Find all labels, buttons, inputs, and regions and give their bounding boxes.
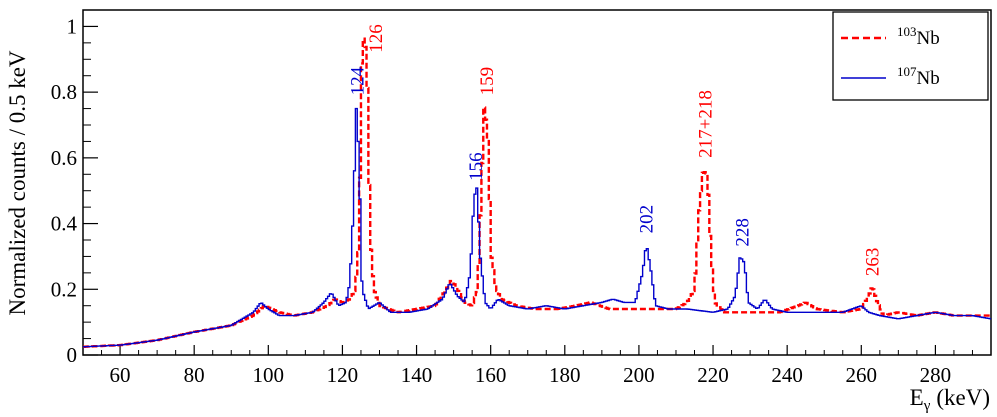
legend: 103Nb 107Nb <box>832 11 989 101</box>
x-tick-label-200: 200 <box>623 363 655 387</box>
y-axis-ticks: 0 0.2 0.4 0.6 0.8 1 <box>51 14 98 367</box>
x-tick-label-160: 160 <box>475 363 507 387</box>
peak-label-159: 159 <box>477 67 498 96</box>
series-107nb <box>83 107 991 348</box>
y-axis-title: Normalized counts / 0.5 keV <box>5 50 30 315</box>
legend-label-107nb: 107Nb <box>897 64 940 89</box>
x-axis-title-sub: γ <box>923 398 931 414</box>
y-tick-label-1: 0.2 <box>51 277 77 301</box>
peak-label-217-218: 217+218 <box>696 90 717 158</box>
peak-annotations: 124 126 156 159 202 217+218 228 263 <box>347 24 883 276</box>
legend-label-103nb-element: Nb <box>917 28 940 49</box>
x-axis-ticks: 60 80 100 120 140 160 180 200 220 240 260 280 <box>101 345 973 387</box>
x-tick-label-220: 220 <box>697 363 729 387</box>
y-tick-label-0: 0 <box>67 343 78 367</box>
peak-label-228: 228 <box>733 218 754 247</box>
y-tick-label-2: 0.4 <box>51 212 78 236</box>
peak-label-124: 124 <box>347 66 368 95</box>
peak-label-263: 263 <box>862 248 883 277</box>
x-tick-label-280: 280 <box>920 363 952 387</box>
legend-box <box>832 11 989 101</box>
x-tick-label-140: 140 <box>401 363 433 387</box>
legend-label-107nb-element: Nb <box>917 68 940 89</box>
legend-label-107nb-mass: 107 <box>897 64 917 79</box>
series-layer <box>83 37 991 348</box>
peak-label-156: 156 <box>466 152 487 181</box>
x-tick-label-80: 80 <box>184 363 205 387</box>
legend-label-103nb: 103Nb <box>897 24 940 49</box>
x-tick-label-240: 240 <box>771 363 803 387</box>
x-axis-title: Eγ (keV) <box>910 385 990 414</box>
x-tick-label-60: 60 <box>110 363 131 387</box>
plot-frame <box>82 9 992 356</box>
x-tick-label-180: 180 <box>549 363 581 387</box>
x-tick-label-100: 100 <box>253 363 285 387</box>
y-tick-label-5: 1 <box>67 14 78 38</box>
x-axis-title-main: E <box>910 385 924 410</box>
x-tick-label-120: 120 <box>327 363 359 387</box>
peak-label-202: 202 <box>636 205 657 234</box>
peak-label-126: 126 <box>366 24 387 53</box>
x-tick-label-260: 260 <box>846 363 878 387</box>
y-tick-label-3: 0.6 <box>51 146 77 170</box>
legend-label-103nb-mass: 103 <box>897 24 917 39</box>
y-tick-label-4: 0.8 <box>51 80 77 104</box>
x-axis-title-unit: (keV) <box>936 385 990 410</box>
